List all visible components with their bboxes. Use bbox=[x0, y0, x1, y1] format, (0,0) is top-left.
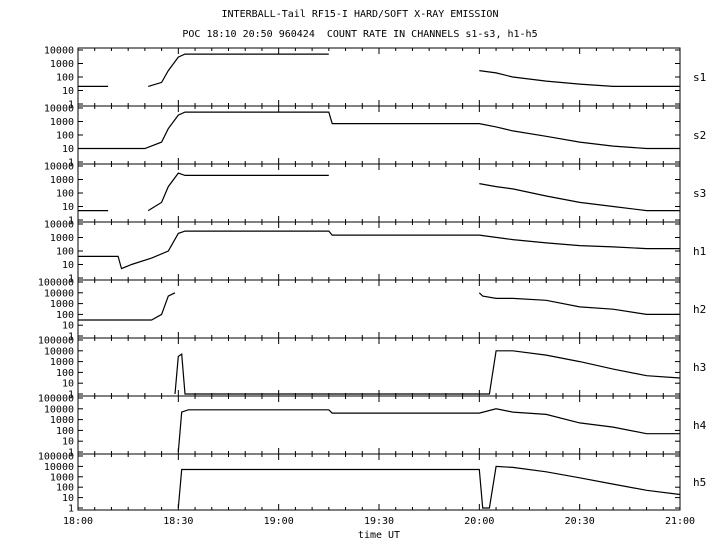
y-tick-label: 10000 bbox=[44, 220, 74, 231]
y-tick-label: 10000 bbox=[44, 288, 74, 299]
x-tick-label: 19:00 bbox=[264, 516, 294, 527]
x-tick-label: 20:30 bbox=[565, 516, 595, 527]
channel-label-h5: h5 bbox=[693, 476, 706, 489]
series-line-h3 bbox=[174, 350, 681, 395]
y-tick-label: 10 bbox=[62, 437, 74, 448]
panel-frame-s2 bbox=[77, 105, 681, 165]
channel-label-s3: s3 bbox=[693, 187, 706, 200]
y-tick-label: 10000 bbox=[44, 104, 74, 115]
y-tick-label: 1 bbox=[68, 332, 74, 343]
y-tick-label: 10000 bbox=[44, 462, 74, 473]
panel-frame-h3 bbox=[77, 337, 681, 397]
y-tick-label: 100 bbox=[56, 310, 74, 321]
channel-label-h1: h1 bbox=[693, 245, 706, 258]
y-tick-label: 10 bbox=[62, 202, 74, 213]
y-tick-label: 10000 bbox=[44, 346, 74, 357]
y-tick-label: 100 bbox=[56, 73, 74, 84]
channel-label-h3: h3 bbox=[693, 361, 706, 374]
y-tick-label: 10000 bbox=[44, 404, 74, 415]
y-tick-label: 1000 bbox=[50, 117, 74, 128]
x-tick-label: 20:00 bbox=[464, 516, 494, 527]
channel-label-h4: h4 bbox=[693, 419, 707, 432]
y-tick-label: 1000 bbox=[50, 175, 74, 186]
chart-title: INTERBALL-Tail RF15-I HARD/SOFT X-RAY EM… bbox=[221, 9, 499, 20]
y-tick-label: 1 bbox=[68, 274, 74, 285]
channel-label-s2: s2 bbox=[693, 129, 706, 142]
y-tick-label: 10000 bbox=[44, 46, 74, 57]
chart-subtitle: POC 18:10 20:50 960424 COUNT RATE IN CHA… bbox=[182, 29, 538, 40]
y-tick-label: 100 bbox=[56, 131, 74, 142]
y-tick-label: 1000 bbox=[50, 299, 74, 310]
y-tick-label: 100 bbox=[56, 426, 74, 437]
x-tick-label: 21:00 bbox=[665, 516, 695, 527]
y-tick-label: 1000 bbox=[50, 59, 74, 70]
y-tick-label: 1000 bbox=[50, 357, 74, 368]
series-line-s3 bbox=[78, 172, 680, 212]
series-line-h5 bbox=[177, 465, 681, 509]
panel-frame-h5 bbox=[77, 453, 681, 511]
y-tick-label: 1 bbox=[68, 390, 74, 401]
y-tick-label: 10 bbox=[62, 260, 74, 271]
y-tick-label: 100000 bbox=[38, 394, 74, 405]
y-tick-label: 100000 bbox=[38, 452, 74, 463]
panel-frame-h2 bbox=[77, 279, 681, 339]
y-tick-label: 1000 bbox=[50, 472, 74, 483]
y-tick-label: 1000 bbox=[50, 415, 74, 426]
panel-frame-h4 bbox=[77, 395, 681, 455]
series-line-h1 bbox=[78, 230, 680, 270]
y-tick-label: 1000 bbox=[50, 233, 74, 244]
y-tick-label: 1 bbox=[68, 158, 74, 169]
y-tick-label: 100000 bbox=[38, 336, 74, 347]
series-line-h2 bbox=[78, 292, 680, 321]
x-tick-label: 19:30 bbox=[364, 516, 394, 527]
series-line-h4 bbox=[177, 408, 680, 453]
channel-label-s1: s1 bbox=[693, 71, 706, 84]
channel-label-h2: h2 bbox=[693, 303, 706, 316]
x-tick-label: 18:30 bbox=[163, 516, 193, 527]
series-line-s1 bbox=[78, 53, 680, 87]
y-tick-label: 100 bbox=[56, 247, 74, 258]
y-tick-label: 10 bbox=[62, 493, 74, 504]
panel-frame-s1 bbox=[77, 47, 681, 107]
y-tick-label: 100 bbox=[56, 483, 74, 494]
y-tick-label: 100 bbox=[56, 189, 74, 200]
y-tick-label: 10 bbox=[62, 144, 74, 155]
y-tick-label: 1 bbox=[68, 100, 74, 111]
y-tick-label: 1 bbox=[68, 216, 74, 227]
x-tick-label: 18:00 bbox=[63, 516, 93, 527]
y-tick-label: 10 bbox=[62, 379, 74, 390]
panel-frame-s3 bbox=[77, 163, 681, 223]
y-tick-label: 10000 bbox=[44, 162, 74, 173]
y-tick-label: 10 bbox=[62, 86, 74, 97]
series-line-s2 bbox=[78, 111, 680, 150]
y-tick-label: 1 bbox=[68, 448, 74, 459]
x-axis-label: time UT bbox=[358, 530, 400, 541]
y-tick-label: 100 bbox=[56, 368, 74, 379]
y-tick-label: 10 bbox=[62, 321, 74, 332]
y-tick-label: 1 bbox=[68, 504, 74, 515]
y-tick-label: 100000 bbox=[38, 278, 74, 289]
